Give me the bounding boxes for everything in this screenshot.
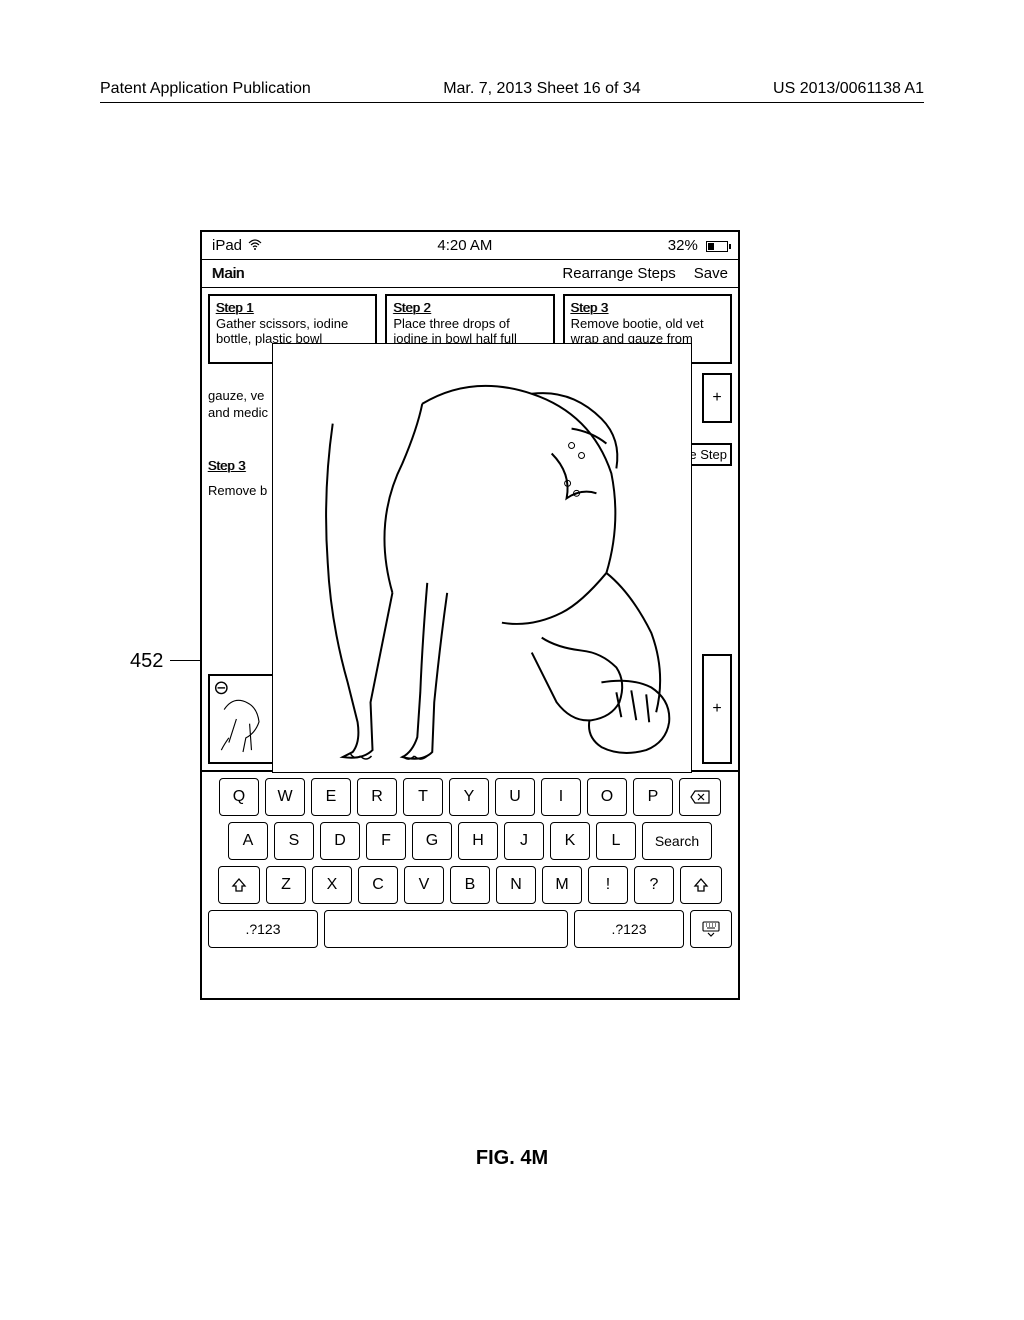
main-illustration[interactable] bbox=[272, 343, 692, 773]
add-step-button-top[interactable]: + bbox=[702, 373, 732, 423]
patent-page-header: Patent Application Publication Mar. 7, 2… bbox=[100, 80, 924, 103]
key-p[interactable]: P bbox=[633, 778, 673, 816]
header-center: Mar. 7, 2013 Sheet 16 of 34 bbox=[443, 80, 640, 98]
key-s[interactable]: S bbox=[274, 822, 314, 860]
key-j[interactable]: J bbox=[504, 822, 544, 860]
wifi-icon bbox=[248, 238, 262, 254]
key-l[interactable]: L bbox=[596, 822, 636, 860]
key-hide-keyboard[interactable] bbox=[690, 910, 732, 948]
key-x[interactable]: X bbox=[312, 866, 352, 904]
key-search[interactable]: Search bbox=[642, 822, 712, 860]
device-label: iPad bbox=[212, 237, 242, 254]
key-o[interactable]: O bbox=[587, 778, 627, 816]
step-2-title: Step 2 bbox=[393, 300, 546, 316]
figure-label: FIG. 4M bbox=[0, 1147, 1024, 1170]
save-button[interactable]: Save bbox=[694, 265, 728, 282]
status-bar: iPad 4:20 AM 32% bbox=[202, 232, 738, 260]
key-t[interactable]: T bbox=[403, 778, 443, 816]
key-f[interactable]: F bbox=[366, 822, 406, 860]
key-question[interactable]: ? bbox=[634, 866, 674, 904]
reference-leader-line bbox=[170, 660, 200, 661]
onscreen-keyboard: Q W E R T Y U I O P A S D F G H J K L Se… bbox=[202, 770, 738, 960]
key-v[interactable]: V bbox=[404, 866, 444, 904]
key-z[interactable]: Z bbox=[266, 866, 306, 904]
keyboard-row-3: Z X C V B N M ! ? bbox=[208, 866, 732, 904]
header-left: Patent Application Publication bbox=[100, 80, 311, 98]
key-w[interactable]: W bbox=[265, 778, 305, 816]
key-a[interactable]: A bbox=[228, 822, 268, 860]
step-3-title: Step 3 bbox=[571, 300, 724, 316]
clock: 4:20 AM bbox=[437, 237, 492, 254]
ipad-frame: iPad 4:20 AM 32% Main Rearrange Steps Sa… bbox=[200, 230, 740, 1000]
key-d[interactable]: D bbox=[320, 822, 360, 860]
keyboard-row-2: A S D F G H J K L Search bbox=[208, 822, 732, 860]
key-g[interactable]: G bbox=[412, 822, 452, 860]
key-backspace[interactable] bbox=[679, 778, 721, 816]
back-button[interactable]: Main bbox=[212, 265, 245, 282]
key-i[interactable]: I bbox=[541, 778, 581, 816]
key-u[interactable]: U bbox=[495, 778, 535, 816]
thumbnail-image[interactable] bbox=[208, 674, 278, 764]
nav-bar: Main Rearrange Steps Save bbox=[202, 260, 738, 288]
key-shift-right[interactable] bbox=[680, 866, 722, 904]
battery-percent: 32% bbox=[668, 237, 698, 254]
key-q[interactable]: Q bbox=[219, 778, 259, 816]
content-area: Step 1 Gather scissors, iodine bottle, p… bbox=[202, 288, 738, 770]
rearrange-button[interactable]: Rearrange Steps bbox=[562, 265, 675, 282]
key-numbers-left[interactable]: .?123 bbox=[208, 910, 318, 948]
key-y[interactable]: Y bbox=[449, 778, 489, 816]
key-c[interactable]: C bbox=[358, 866, 398, 904]
key-b[interactable]: B bbox=[450, 866, 490, 904]
key-numbers-right[interactable]: .?123 bbox=[574, 910, 684, 948]
key-h[interactable]: H bbox=[458, 822, 498, 860]
keyboard-row-1: Q W E R T Y U I O P bbox=[208, 778, 732, 816]
key-shift-left[interactable] bbox=[218, 866, 260, 904]
key-e[interactable]: E bbox=[311, 778, 351, 816]
key-r[interactable]: R bbox=[357, 778, 397, 816]
key-space[interactable] bbox=[324, 910, 568, 948]
key-m[interactable]: M bbox=[542, 866, 582, 904]
key-k[interactable]: K bbox=[550, 822, 590, 860]
step-1-title: Step 1 bbox=[216, 300, 369, 316]
key-n[interactable]: N bbox=[496, 866, 536, 904]
battery-icon bbox=[706, 241, 728, 252]
keyboard-row-4: .?123 .?123 bbox=[208, 910, 732, 948]
reference-number: 452 bbox=[130, 650, 163, 673]
add-media-button[interactable]: + bbox=[702, 654, 732, 764]
key-exclaim[interactable]: ! bbox=[588, 866, 628, 904]
header-right: US 2013/0061138 A1 bbox=[773, 80, 924, 98]
